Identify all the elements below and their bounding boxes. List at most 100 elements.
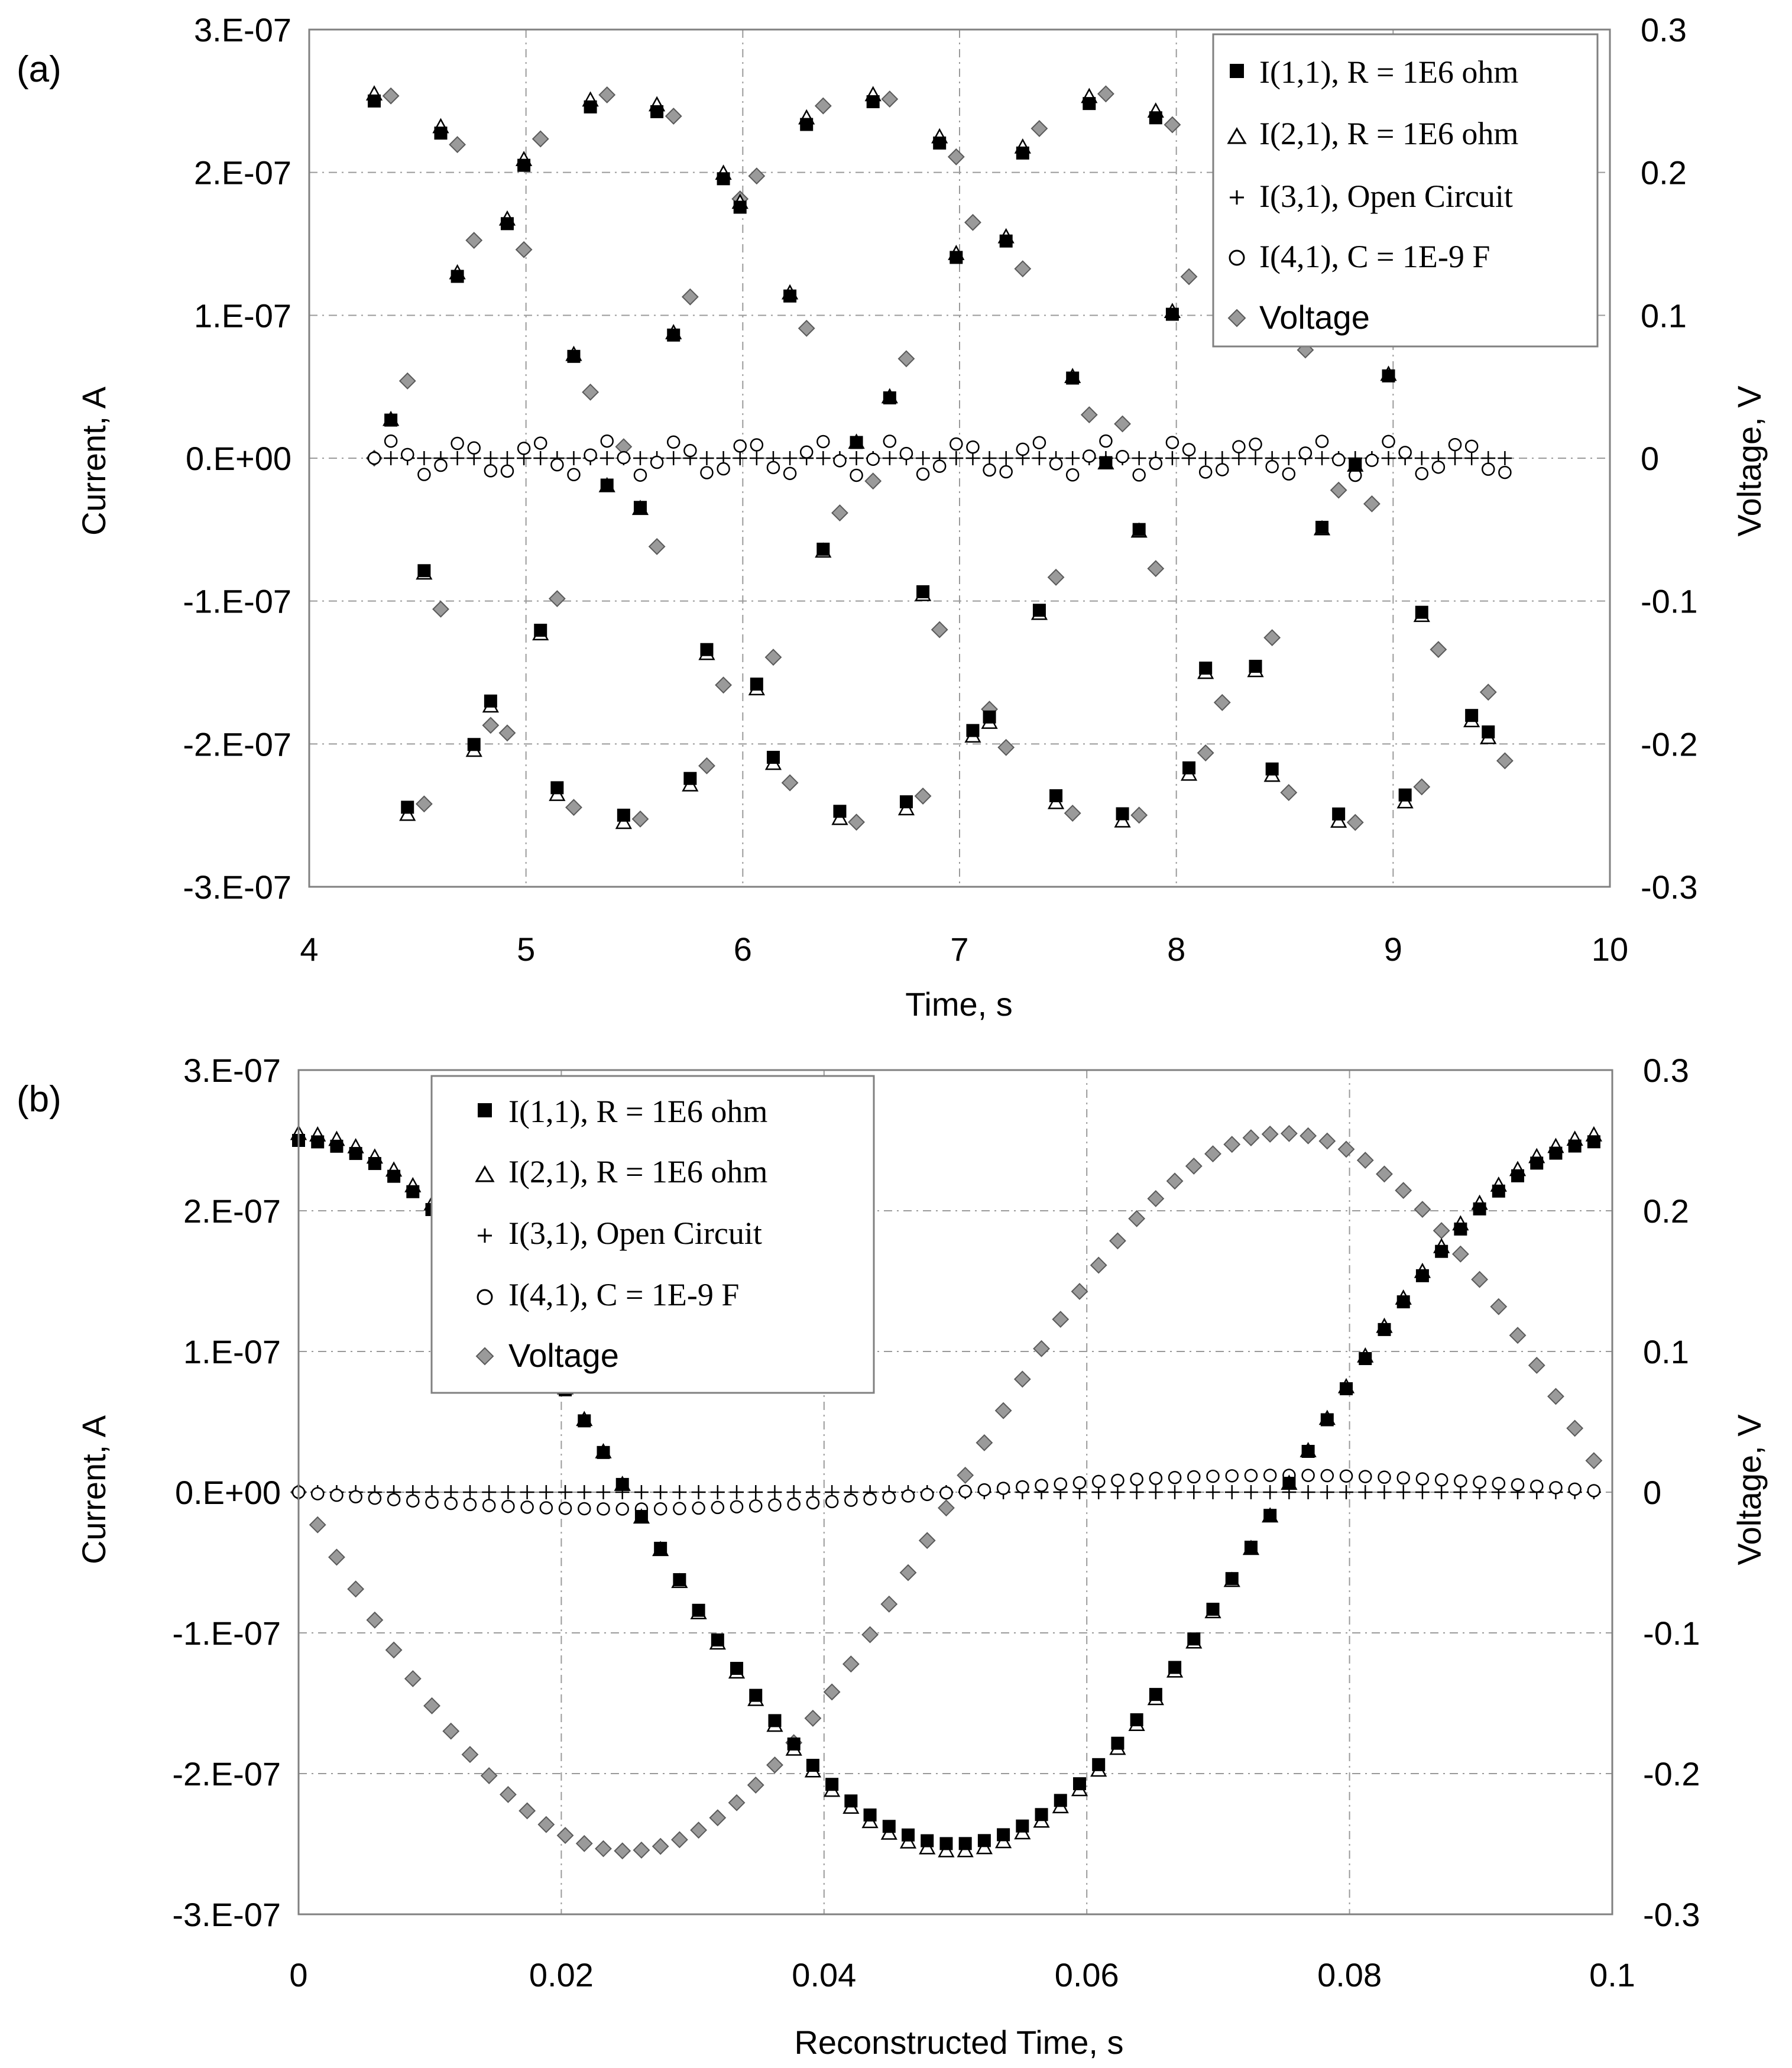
data-point-square [330,1139,344,1153]
y2-tick-label: -0.2 [1641,725,1698,763]
y2-tick-label: 0 [1643,1474,1661,1511]
data-point-plus [1032,451,1046,465]
data-point-diamond [480,1767,498,1784]
data-point-plus [1434,1485,1449,1499]
panel-b-legend-label-3: I(3,1), Open Circuit [508,1215,762,1251]
data-point-square [434,127,448,140]
data-point-circle [1498,465,1512,479]
data-point-circle [400,448,414,462]
data-point-diamond [1180,268,1198,286]
data-point-square [667,328,680,342]
data-point-diamond [764,649,782,666]
series-gray-diamond [290,1124,1603,1860]
data-point-circle [958,1484,972,1498]
data-point-diamond [1414,1201,1431,1218]
data-point-diamond [1547,1388,1564,1405]
data-point-diamond [1080,406,1098,424]
data-point-circle [666,435,680,449]
data-point-circle [825,1495,839,1509]
data-point-square [1049,789,1063,802]
data-point-diamond [1114,415,1131,433]
data-point-circle [467,441,481,455]
data-point-square [1182,761,1196,774]
data-point-diamond [1280,1124,1298,1142]
data-point-square [1099,456,1113,469]
data-point-circle [1130,1472,1143,1486]
data-point-plus [1187,1485,1201,1499]
data-point-square [550,781,564,795]
data-point-square [597,1445,610,1459]
data-point-plus [786,1485,801,1499]
data-point-square [1530,1156,1544,1170]
data-point-square [1568,1139,1582,1153]
data-point-square [1340,1382,1353,1396]
data-point-plus [417,451,432,465]
data-point-circle [1249,437,1262,451]
data-point-circle [700,466,714,479]
data-point-diamond [1223,1136,1241,1153]
data-point-square [1263,1509,1277,1522]
data-point-circle [1165,436,1179,449]
data-point-plus [1381,451,1396,465]
data-point-diamond [690,1821,708,1839]
data-point-diamond [575,1834,593,1852]
data-point-square [1301,1444,1315,1458]
data-point-diamond [1263,629,1281,647]
data-point-circle [950,437,963,451]
data-point-diamond [831,504,848,521]
data-point-diamond [823,1683,841,1701]
data-point-square [683,772,697,785]
plus-icon [478,1229,492,1243]
data-point-circle [850,468,863,482]
data-point-diamond [482,717,500,734]
data-point-square [766,751,780,764]
data-point-diamond [880,1595,898,1613]
data-point-circle [387,1493,401,1506]
data-point-diamond [748,167,766,185]
data-point-square [406,1185,420,1198]
data-point-plus [1414,451,1429,465]
plus-icon [1230,190,1244,205]
panel-b-x-tick-labels: 0 0.02 0.04 0.06 0.08 0.1 [289,1956,1635,1994]
data-point-plus [1224,1485,1239,1499]
y-tick-label: 2.E-07 [194,154,291,192]
panel-a-legend-entry-5: Voltage [1227,299,1370,336]
data-point-plus [1198,451,1213,465]
data-point-plus [500,451,514,465]
data-point-square [1249,660,1262,673]
data-point-circle [1111,1473,1125,1487]
y-tick-label: 0.E+00 [175,1474,281,1511]
data-point-plus [600,451,614,465]
data-point-plus [748,1485,763,1499]
data-point-circle [711,1500,725,1515]
data-point-diamond [976,1434,993,1451]
data-point-circle [1473,1475,1486,1489]
data-point-plus [691,1485,706,1499]
panel-b-legend-label-4: I(4,1), C = 1E-9 F [508,1277,739,1312]
data-point-square [1398,788,1412,802]
data-point-diamond [556,1827,574,1845]
data-point-circle [482,1499,496,1512]
data-point-diamond [1071,1283,1088,1300]
y-tick-label: 0.E+00 [186,440,291,477]
data-point-circle [816,435,830,449]
data-point-square [1072,1777,1086,1791]
data-point-plus [999,451,1013,465]
data-point-square [1111,1736,1125,1750]
data-point-circle [863,1492,877,1506]
data-point-square [800,118,814,131]
y2-tick-label: -0.3 [1641,868,1698,906]
data-point-plus [384,451,398,465]
data-point-circle [567,468,581,482]
data-point-diamond [747,1777,764,1794]
panel-a-y-axis-label: Current, A [75,386,112,536]
x-tick-label: 8 [1167,931,1185,968]
data-point-diamond [914,787,932,805]
x-tick-label: 0.06 [1055,1956,1119,1994]
data-point-diamond [1147,1190,1165,1207]
data-point-square [1035,1808,1048,1821]
data-point-square [1396,1295,1410,1309]
data-point-circle [558,1502,572,1515]
data-point-diamond [465,232,483,249]
data-point-plus [916,451,931,465]
